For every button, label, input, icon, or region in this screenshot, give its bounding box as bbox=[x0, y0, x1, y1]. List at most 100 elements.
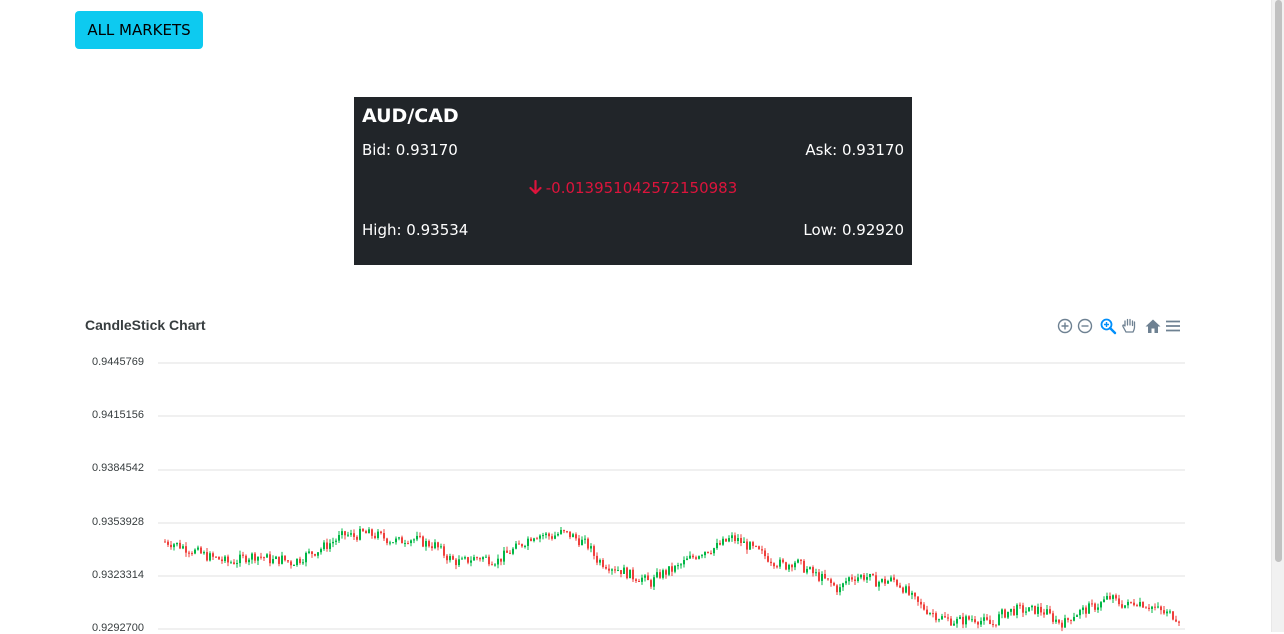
candle-up bbox=[440, 546, 442, 548]
candle-down bbox=[989, 619, 991, 625]
candle-down bbox=[1148, 607, 1150, 609]
candle-down bbox=[596, 555, 598, 563]
candle-up bbox=[410, 540, 412, 544]
candle-down bbox=[767, 556, 769, 562]
candle-up bbox=[737, 538, 739, 542]
candle-up bbox=[887, 580, 889, 584]
candle-up bbox=[395, 538, 397, 543]
candle-up bbox=[485, 556, 487, 558]
candle-down bbox=[650, 580, 652, 587]
candle-down bbox=[521, 544, 523, 547]
candle-up bbox=[716, 542, 718, 549]
candle-down bbox=[263, 557, 265, 559]
candle-up bbox=[788, 564, 790, 570]
candle-up bbox=[983, 617, 985, 621]
candle-down bbox=[812, 567, 814, 574]
page-scrollbar[interactable] bbox=[1271, 0, 1284, 632]
candle-down bbox=[254, 553, 256, 561]
candle-down bbox=[407, 543, 409, 545]
candle-up bbox=[749, 542, 751, 550]
candle-down bbox=[566, 531, 568, 533]
candle-down bbox=[278, 556, 280, 564]
candle-up bbox=[857, 577, 859, 581]
candle-down bbox=[1121, 604, 1123, 608]
candle-down bbox=[431, 546, 433, 549]
candle-down bbox=[1136, 605, 1138, 607]
candle-up bbox=[239, 554, 241, 564]
candle-up bbox=[959, 616, 961, 619]
candle-down bbox=[1043, 612, 1045, 615]
pan-hand-icon[interactable] bbox=[1120, 317, 1138, 335]
candle-down bbox=[188, 552, 190, 554]
candle-down bbox=[1094, 603, 1096, 610]
candle-up bbox=[1097, 607, 1099, 610]
candle-down bbox=[992, 624, 994, 626]
candle-down bbox=[242, 554, 244, 556]
candle-up bbox=[251, 553, 253, 560]
candle-up bbox=[572, 534, 574, 538]
candle-down bbox=[284, 555, 286, 561]
candle-down bbox=[782, 559, 784, 563]
candle-up bbox=[869, 573, 871, 578]
candle-down bbox=[455, 559, 457, 566]
candle-up bbox=[482, 557, 484, 560]
candle-up bbox=[416, 535, 418, 540]
candle-down bbox=[245, 555, 247, 563]
chart-grid bbox=[158, 362, 1185, 630]
candle-down bbox=[755, 545, 757, 547]
candle-up bbox=[515, 543, 517, 549]
candle-down bbox=[1142, 601, 1144, 608]
scrollbar-thumb[interactable] bbox=[1275, 0, 1282, 562]
candle-down bbox=[365, 531, 367, 534]
candle-down bbox=[776, 566, 778, 568]
candle-up bbox=[527, 538, 529, 546]
candle-down bbox=[215, 556, 217, 558]
menu-icon[interactable] bbox=[1164, 317, 1182, 335]
candle-down bbox=[206, 552, 208, 561]
candle-down bbox=[563, 530, 565, 532]
ask-value: Ask: 0.93170 bbox=[805, 141, 904, 159]
candle-up bbox=[809, 567, 811, 569]
candle-down bbox=[467, 557, 469, 563]
candle-down bbox=[587, 538, 589, 549]
candle-down bbox=[1172, 611, 1174, 620]
candle-up bbox=[965, 616, 967, 625]
candle-down bbox=[671, 566, 673, 572]
candle-up bbox=[1157, 606, 1159, 608]
ticker-card: AUD/CAD Bid: 0.93170 Ask: 0.93170 -0.013… bbox=[354, 97, 912, 265]
candle-down bbox=[227, 556, 229, 563]
candle-down bbox=[164, 541, 166, 543]
candle-down bbox=[374, 535, 376, 539]
all-markets-button[interactable]: ALL MARKETS bbox=[75, 11, 203, 49]
candle-up bbox=[320, 549, 322, 553]
candle-down bbox=[1154, 606, 1156, 608]
home-reset-icon[interactable] bbox=[1144, 317, 1162, 335]
candle-down bbox=[1163, 610, 1165, 614]
candle-down bbox=[1004, 609, 1006, 618]
candle-up bbox=[272, 559, 274, 564]
zoom-out-icon[interactable] bbox=[1076, 317, 1094, 335]
candle-up bbox=[257, 556, 259, 561]
candle-up bbox=[929, 613, 931, 615]
candle-down bbox=[401, 537, 403, 544]
candle-up bbox=[1139, 601, 1141, 607]
y-tick-label: 0.9353928 bbox=[92, 516, 144, 528]
candle-up bbox=[1025, 611, 1027, 613]
candle-down bbox=[593, 546, 595, 556]
candle-down bbox=[1091, 603, 1093, 605]
magnifier-zoom-icon[interactable] bbox=[1099, 317, 1117, 335]
candle-down bbox=[986, 617, 988, 620]
candle-up bbox=[176, 542, 178, 545]
candle-down bbox=[509, 552, 511, 554]
candle-up bbox=[560, 530, 562, 534]
candle-down bbox=[362, 528, 364, 532]
y-tick-label: 0.9384542 bbox=[92, 462, 144, 474]
y-tick-label: 0.9292700 bbox=[92, 622, 144, 634]
candle-down bbox=[977, 622, 979, 625]
candle-down bbox=[422, 536, 424, 547]
candle-down bbox=[935, 613, 937, 621]
candle-up bbox=[623, 567, 625, 574]
candle-down bbox=[1145, 607, 1147, 609]
zoom-in-icon[interactable] bbox=[1056, 317, 1074, 335]
